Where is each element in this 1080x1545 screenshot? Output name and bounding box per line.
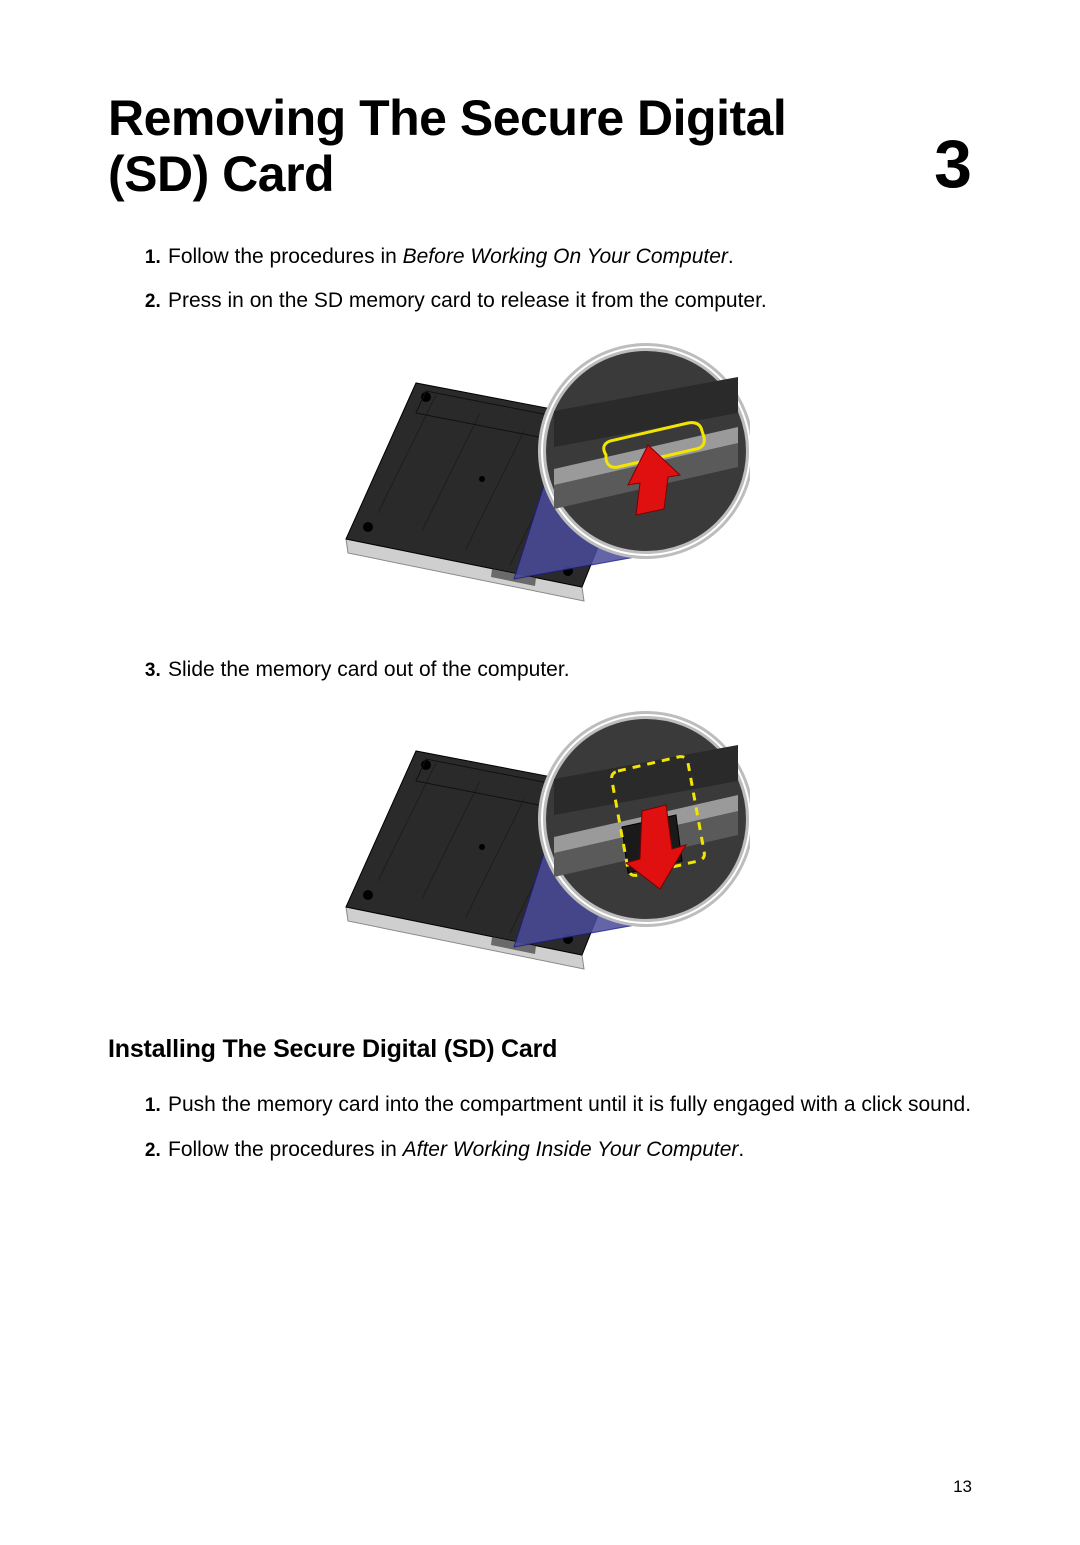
step-3-text: Slide the memory card out of the compute…: [168, 658, 570, 681]
figure-1: [330, 331, 750, 631]
section-2-title: Installing The Secure Digital (SD) Card: [108, 1035, 972, 1064]
install-step-2-pre: Follow the procedures in: [168, 1138, 403, 1161]
install-step-1: Push the memory card into the compartmen…: [166, 1090, 972, 1120]
figure-2: [330, 699, 750, 999]
install-step-2-post: .: [738, 1138, 744, 1161]
step-3: Slide the memory card out of the compute…: [166, 655, 972, 685]
removing-steps-list-cont: Slide the memory card out of the compute…: [108, 655, 972, 685]
chapter-header: Removing The Secure Digital (SD) Card 3: [108, 90, 972, 202]
install-step-1-text: Push the memory card into the compartmen…: [168, 1093, 971, 1116]
figure-2-wrapper: [108, 699, 972, 999]
install-step-2-em: After Working Inside Your Computer: [403, 1138, 739, 1161]
step-1-text-em: Before Working On Your Computer: [403, 245, 728, 268]
step-2: Press in on the SD memory card to releas…: [166, 286, 972, 316]
step-1: Follow the procedures in Before Working …: [166, 242, 972, 272]
chapter-title: Removing The Secure Digital (SD) Card: [108, 90, 828, 202]
step-1-text-post: .: [728, 245, 734, 268]
figure-1-wrapper: [108, 331, 972, 631]
step-1-text-pre: Follow the procedures in: [168, 245, 403, 268]
removing-steps-list: Follow the procedures in Before Working …: [108, 242, 972, 317]
page-number: 13: [953, 1477, 972, 1497]
step-2-text: Press in on the SD memory card to releas…: [168, 289, 767, 312]
document-page: Removing The Secure Digital (SD) Card 3 …: [0, 0, 1080, 1545]
install-step-2: Follow the procedures in After Working I…: [166, 1135, 972, 1165]
chapter-number: 3: [934, 130, 972, 202]
installing-steps-list: Push the memory card into the compartmen…: [108, 1090, 972, 1165]
